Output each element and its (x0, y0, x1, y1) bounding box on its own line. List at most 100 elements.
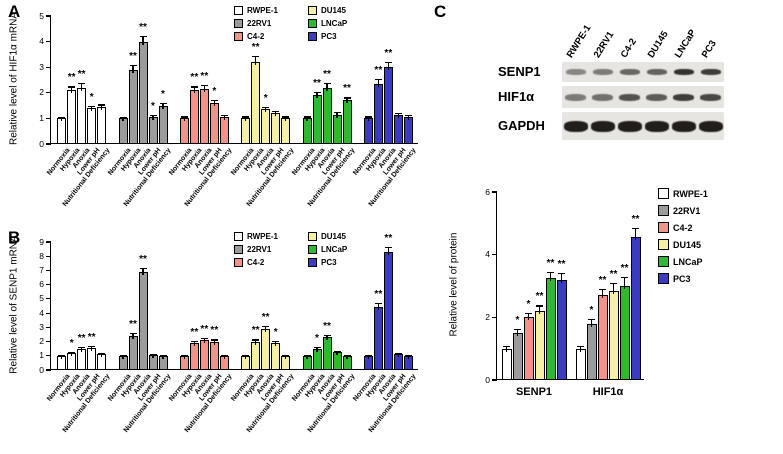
panel-c: C RWPE-1 22RV1 C4-2 DU145 LNCaP PC3 SENP1 HIF1α… (432, 2, 782, 452)
error-bar-cap (220, 354, 228, 356)
error-bar (590, 318, 593, 327)
y-tick-label: 5 (39, 293, 44, 304)
significance-stars: ** (77, 332, 86, 344)
bar (128, 335, 138, 370)
error-bar (367, 354, 369, 359)
y-tick-label: 3 (39, 321, 44, 332)
blot-row-label: GAPDH (498, 118, 545, 133)
blot-band (590, 120, 615, 132)
bar (189, 90, 199, 144)
legend-swatch (234, 245, 243, 254)
significance-stars: ** (190, 326, 199, 338)
error-bar-cap (384, 62, 392, 64)
legend-swatch (234, 232, 243, 241)
error-bar-cap (180, 116, 188, 118)
error-bar (623, 276, 626, 289)
bar (251, 341, 261, 370)
blot-row-label: SENP1 (498, 64, 541, 79)
bar (312, 348, 322, 370)
error-bar-cap (180, 354, 188, 356)
bar (523, 317, 534, 380)
y-tick-label: 2 (39, 87, 44, 98)
error-bar-cap (536, 305, 543, 307)
error-bar-cap (88, 105, 96, 107)
error-bar (275, 110, 277, 117)
error-bar-cap (252, 55, 260, 57)
blot-band (565, 69, 586, 75)
bar (57, 118, 67, 144)
error-bar (203, 338, 205, 344)
error-bar-cap (88, 346, 96, 348)
error-bar-cap (272, 110, 280, 112)
bar (189, 342, 199, 370)
plot-area: 0 2 4 6 * * ** ** ** SENP1 * ** ** ** ** HIF1α (485, 187, 644, 398)
significance-stars: ** (190, 72, 199, 84)
legend-item: C4-2 (234, 32, 264, 41)
error-bar-cap (98, 353, 106, 355)
significance-stars: ** (129, 319, 137, 331)
error-bar-cap (323, 83, 331, 85)
error-bar-cap (599, 289, 606, 291)
error-bar-cap (333, 112, 341, 114)
y-tick (46, 241, 51, 243)
significance-stars: ** (313, 77, 321, 89)
significance-stars: ** (210, 325, 219, 337)
error-bar (397, 112, 399, 118)
error-bar (81, 82, 83, 91)
error-bar-cap (364, 354, 372, 356)
bar (281, 118, 291, 144)
legend-item: LNCaP (308, 245, 347, 254)
bar (597, 295, 608, 380)
blot-band (563, 120, 588, 132)
bar (271, 342, 281, 370)
error-bar (162, 102, 164, 109)
error-bar (203, 85, 205, 92)
significance-stars: ** (323, 320, 331, 332)
error-bar-cap (303, 354, 311, 356)
bar (393, 114, 403, 144)
error-bar-cap (343, 97, 351, 99)
significance-stars: ** (384, 48, 393, 60)
error-bar-cap (68, 86, 76, 88)
y-tick-label: 4 (39, 307, 44, 318)
error-bar (316, 346, 318, 352)
significance-stars: ** (598, 275, 607, 287)
blot-row-label: HIF1α (498, 89, 535, 104)
error-bar-cap (621, 276, 628, 278)
error-bar (142, 267, 144, 275)
legend-item: 22RV1 (234, 19, 271, 28)
error-bar (336, 350, 338, 356)
y-tick-label: 8 (39, 250, 44, 261)
significance-stars: ** (620, 262, 629, 274)
plot-area: 0 1 2 3 4 5 Normoxia ** Hypoxia ** Anoxia * Lower pH… (39, 11, 418, 208)
y-tick-label: 6 (485, 186, 490, 197)
error-bar-cap (577, 345, 584, 347)
blot-band (565, 93, 586, 101)
error-bar (245, 354, 247, 359)
error-bar-cap (139, 35, 147, 38)
error-bar-cap (404, 354, 412, 356)
western-blot: RWPE-1 22RV1 C4-2 DU145 LNCaP PC3 SENP1 HIF1α GA… (432, 2, 782, 152)
legend-item: LNCaP (308, 19, 347, 28)
panel-a: A 0 1 2 3 4 5 Normoxia ** Hypoxia ** Anoxia * Lower … (6, 2, 426, 228)
legend-label: DU145 (673, 239, 702, 250)
bar (373, 83, 383, 144)
error-bar (407, 354, 409, 359)
legend-swatch (308, 245, 317, 254)
error-bar (142, 35, 144, 45)
significance-stars: * (515, 315, 520, 327)
y-tick (46, 340, 51, 343)
blot-band (619, 69, 640, 75)
error-bar (223, 115, 225, 121)
error-bar-cap (159, 102, 167, 104)
blot-band (698, 120, 723, 132)
hif1a-mrna-bar-chart: 0 1 2 3 4 5 Normoxia ** Hypoxia ** Anoxia * Lower pH… (6, 2, 426, 228)
error-bar-cap (343, 354, 351, 356)
blot-band (592, 93, 613, 101)
blot-lane-label: C4-2 (618, 36, 639, 60)
significance-stars: ** (546, 257, 555, 269)
error-bar (245, 116, 247, 122)
bar (241, 118, 251, 144)
error-bar-cap (210, 339, 218, 341)
